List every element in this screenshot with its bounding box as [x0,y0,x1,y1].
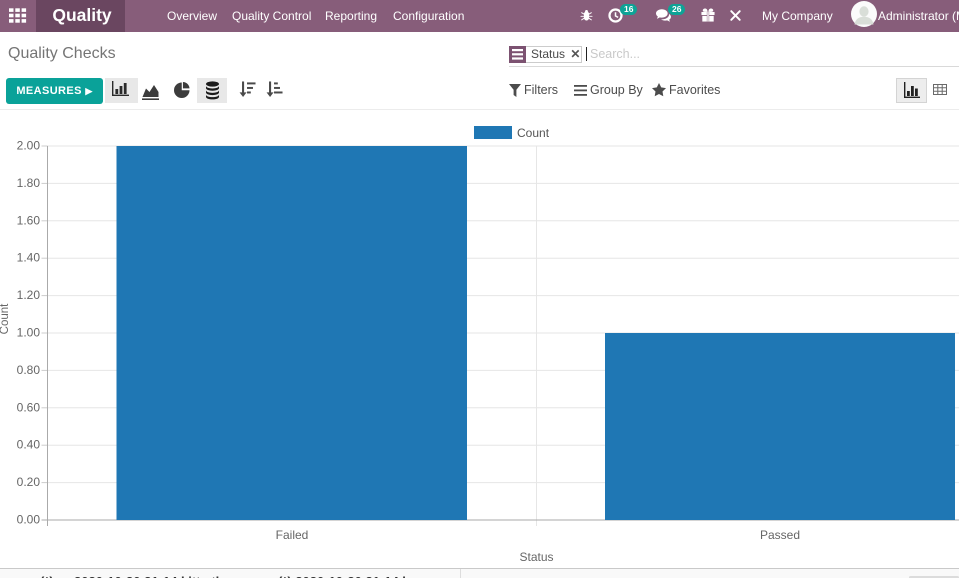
svg-text:0.60: 0.60 [17,400,41,414]
svg-text:0.40: 0.40 [17,438,41,452]
svg-text:Failed: Failed [276,528,309,542]
svg-text:0.00: 0.00 [17,513,41,527]
svg-text:Count: Count [0,303,11,334]
svg-text:Passed: Passed [760,528,800,542]
svg-text:Status: Status [519,550,553,564]
svg-text:1.60: 1.60 [17,213,41,227]
svg-text:1.40: 1.40 [17,251,41,265]
svg-text:1.20: 1.20 [17,288,41,302]
svg-text:0.20: 0.20 [17,475,41,489]
svg-text:1.00: 1.00 [17,326,41,340]
svg-text:1.80: 1.80 [17,176,41,190]
svg-text:Count: Count [517,126,550,140]
svg-text:2.00: 2.00 [17,139,41,153]
svg-text:0.80: 0.80 [17,363,41,377]
